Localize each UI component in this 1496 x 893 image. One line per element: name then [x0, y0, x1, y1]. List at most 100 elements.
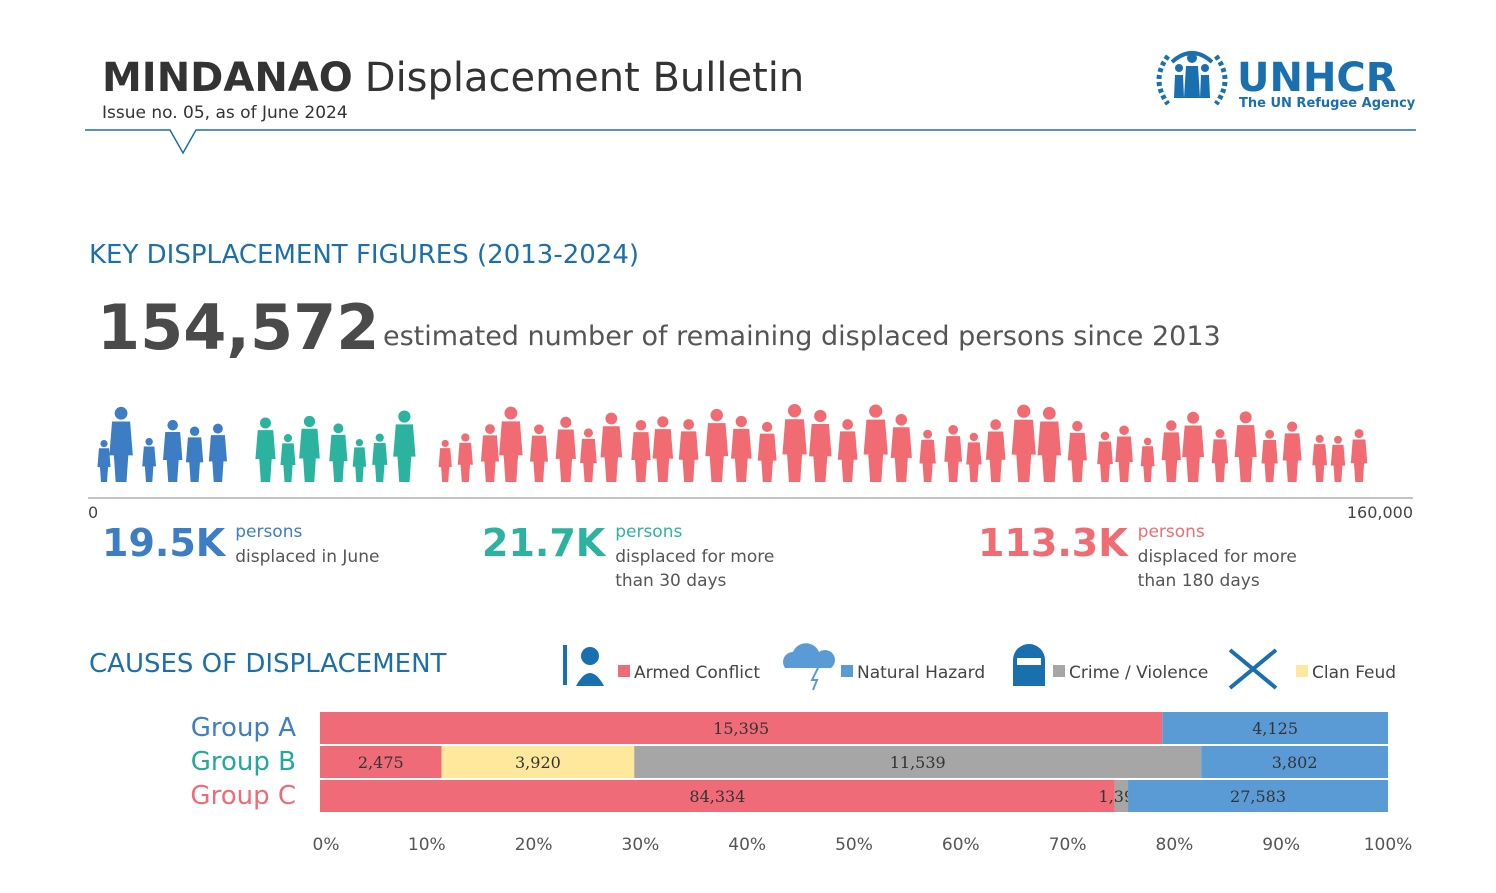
person-body	[944, 436, 963, 482]
person-body	[652, 429, 674, 482]
person-body	[1261, 440, 1278, 483]
person-head	[303, 415, 316, 428]
person-head	[333, 423, 344, 434]
person-body	[529, 435, 548, 482]
person-head	[560, 416, 572, 428]
person-head	[504, 406, 518, 420]
person-body	[631, 432, 651, 482]
person-body	[208, 435, 228, 482]
person-body	[1115, 436, 1133, 482]
person-body	[1067, 432, 1087, 482]
legend-label: Armed Conflict	[634, 663, 760, 683]
person-body	[730, 428, 752, 482]
person-head	[735, 415, 747, 428]
person-body	[299, 428, 320, 482]
bar-value-label: 3,802	[1272, 753, 1318, 772]
person-body	[1312, 444, 1328, 482]
person-head	[869, 404, 883, 418]
person-body	[393, 424, 416, 482]
person-head	[1072, 420, 1083, 432]
person-body	[329, 434, 348, 482]
logo-name: UNHCR	[1237, 55, 1397, 101]
x-tick-label: 0%	[313, 835, 340, 855]
bar-value-label: 84,334	[689, 787, 745, 806]
person-head	[787, 404, 802, 418]
person-head	[212, 423, 223, 434]
person-head	[189, 426, 200, 436]
x-tick-label: 90%	[1262, 835, 1300, 855]
figure-unit: persons	[1138, 522, 1205, 542]
person-head	[534, 424, 544, 435]
person-body	[782, 419, 807, 482]
person-body	[1161, 432, 1181, 482]
legend-swatch	[841, 665, 853, 677]
person-body	[705, 423, 729, 482]
person-head	[461, 433, 470, 442]
person-head	[375, 433, 384, 442]
person-body	[1234, 425, 1257, 482]
person-head	[1215, 429, 1225, 439]
person-head	[145, 437, 153, 446]
people-segment	[438, 404, 1368, 483]
person-head	[969, 432, 979, 442]
x-tick-label: 20%	[515, 835, 553, 855]
person-head	[1239, 411, 1252, 424]
person-body	[352, 447, 367, 483]
person-body	[863, 419, 888, 482]
person-body	[1037, 421, 1062, 482]
person-body	[1282, 433, 1302, 483]
icon-mask	[1013, 644, 1045, 686]
logo-emblem	[1156, 51, 1228, 106]
figure-description: displaced for more	[1138, 547, 1297, 567]
header-subtitle: Issue no. 05, as of June 2024	[102, 103, 348, 123]
x-tick-label: 100%	[1364, 835, 1413, 855]
icon-cloud	[783, 643, 835, 691]
category-label: Group A	[191, 713, 296, 743]
x-tick-label: 80%	[1156, 835, 1194, 855]
total-description: estimated number of remaining displaced …	[383, 321, 1221, 352]
person-body	[480, 435, 500, 482]
person-head	[948, 424, 959, 435]
person-head	[635, 419, 647, 431]
person-head	[355, 438, 364, 447]
x-tick-label: 40%	[728, 835, 766, 855]
bar-segment	[634, 746, 1202, 778]
person-head	[441, 439, 449, 447]
person-head	[1265, 429, 1275, 439]
bar-value-label: 4,125	[1252, 719, 1298, 738]
people-segment	[97, 406, 228, 483]
person-head	[1354, 429, 1364, 439]
bar-segment	[1114, 780, 1129, 812]
person-body	[555, 429, 576, 482]
bar-segment	[441, 746, 635, 778]
person-body	[678, 431, 699, 482]
bar-segment	[320, 712, 1163, 744]
category-label: Group B	[191, 747, 296, 777]
person-head	[167, 419, 178, 431]
person-body	[1330, 444, 1346, 483]
x-tick-label: 50%	[835, 835, 873, 855]
chart-title: CAUSES OF DISPLACEMENT	[89, 649, 447, 679]
person-head	[814, 409, 827, 423]
person-head	[895, 413, 908, 426]
figure-unit: persons	[235, 522, 302, 542]
bar-segment	[1201, 746, 1388, 778]
bar-value-label: 3,920	[515, 753, 561, 772]
figure-unit: persons	[615, 522, 682, 542]
header-title-rest: Displacement Bulletin	[365, 55, 804, 101]
figure-value: 113.3K	[978, 521, 1129, 565]
scale-tick-label: 160,000	[1347, 503, 1413, 522]
total-figure: 154,572	[97, 291, 379, 364]
person-body	[890, 427, 912, 482]
person-body	[600, 426, 623, 482]
person-body	[1011, 419, 1036, 482]
person-head	[100, 440, 108, 448]
bar-segment	[320, 746, 442, 778]
person-head	[1143, 437, 1152, 446]
legend-label: Clan Feud	[1312, 663, 1396, 683]
person-body	[499, 421, 523, 482]
figure-value: 19.5K	[102, 521, 227, 565]
figure-value: 21.7K	[482, 521, 607, 565]
person-head	[1187, 411, 1200, 424]
person-head	[485, 424, 495, 434]
